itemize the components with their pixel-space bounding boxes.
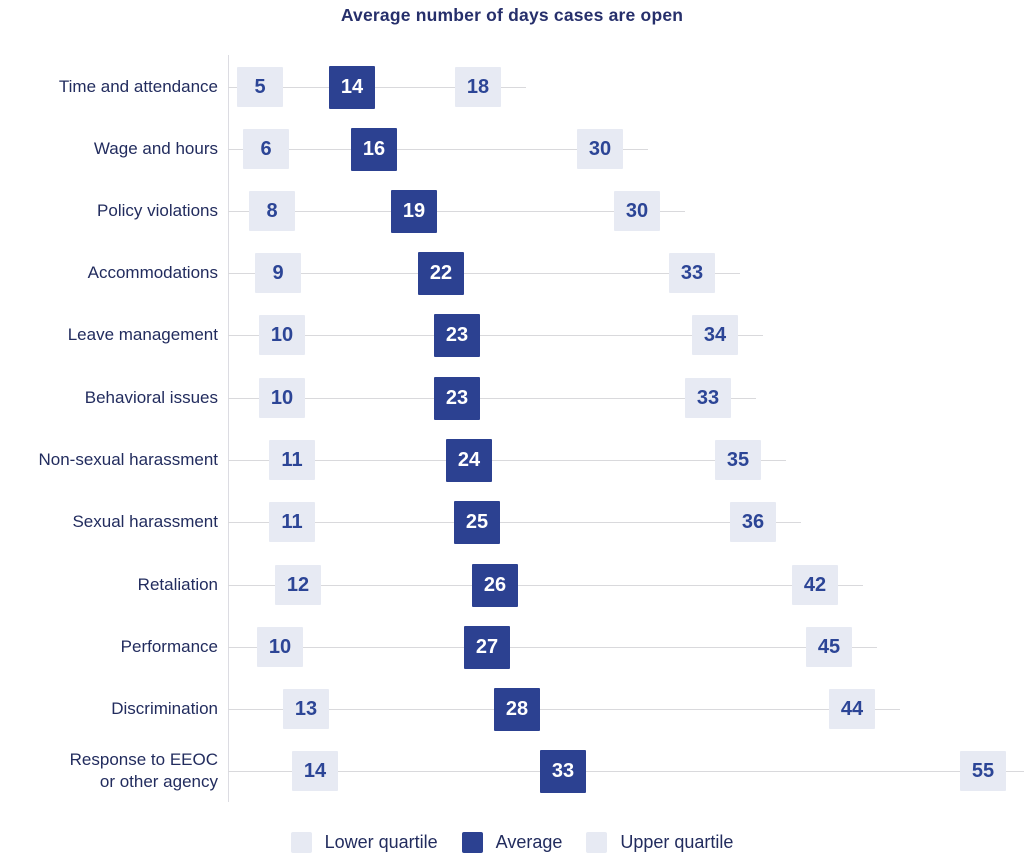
- row-grid-line: [228, 460, 786, 461]
- average-box: 33: [540, 749, 586, 793]
- category-label: Sexual harassment: [0, 511, 218, 533]
- upper-quartile-box: 34: [692, 315, 738, 355]
- average-box: 23: [434, 376, 480, 420]
- y-axis-line: [228, 55, 229, 802]
- upper-quartile-box: 33: [669, 253, 715, 293]
- category-label-line: Accommodations: [87, 263, 218, 282]
- category-label-line: Retaliation: [137, 575, 218, 594]
- average-box: 16: [351, 127, 397, 171]
- category-label-line: Leave management: [67, 325, 218, 344]
- category-label-line: Time and attendance: [58, 77, 218, 96]
- row-grid-line: [228, 398, 756, 399]
- upper-quartile-box: 44: [829, 689, 875, 729]
- average-box: 14: [329, 65, 375, 109]
- category-label: Discrimination: [0, 698, 218, 720]
- row-grid-line: [228, 149, 648, 150]
- category-label: Non-sexual harassment: [0, 449, 218, 471]
- average-box: 19: [391, 189, 437, 233]
- category-label: Performance: [0, 636, 218, 658]
- row-grid-line: [228, 273, 740, 274]
- plot-area: Average number of days cases are open Ti…: [0, 5, 1024, 802]
- legend-swatch-average: [461, 832, 483, 853]
- category-label: Leave management: [0, 324, 218, 346]
- row-grid-line: [228, 335, 763, 336]
- row-grid-line: [228, 87, 526, 88]
- legend-swatch-quartile: [290, 832, 312, 853]
- upper-quartile-box: 30: [577, 129, 623, 169]
- lower-quartile-box: 10: [257, 627, 303, 667]
- lower-quartile-box: 5: [237, 67, 283, 107]
- lower-quartile-box: 11: [269, 502, 315, 542]
- average-box: 22: [418, 251, 464, 295]
- category-label-line: Discrimination: [111, 699, 218, 718]
- category-label: Response to EEOC or other agency: [0, 749, 218, 793]
- upper-quartile-box: 30: [614, 191, 660, 231]
- average-box: 27: [464, 625, 510, 669]
- category-label-line: Policy violations: [97, 201, 218, 220]
- category-label: Accommodations: [0, 262, 218, 284]
- category-label: Wage and hours: [0, 138, 218, 160]
- category-label: Behavioral issues: [0, 387, 218, 409]
- upper-quartile-box: 18: [455, 67, 501, 107]
- chart-title: Average number of days cases are open: [340, 5, 684, 25]
- legend-item: Upper quartile: [586, 832, 733, 853]
- legend-item: Lower quartile: [290, 832, 438, 853]
- upper-quartile-box: 33: [685, 378, 731, 418]
- legend-swatch-quartile: [586, 832, 608, 853]
- legend-label: Lower quartile: [324, 832, 438, 852]
- lower-quartile-box: 6: [243, 129, 289, 169]
- average-box: 28: [494, 687, 540, 731]
- category-label: Retaliation: [0, 574, 218, 596]
- legend: Lower quartile Average Upper quartile: [0, 832, 1024, 853]
- row-grid-line: [228, 709, 900, 710]
- upper-quartile-box: 45: [806, 627, 852, 667]
- upper-quartile-box: 55: [960, 751, 1006, 791]
- upper-quartile-box: 35: [715, 440, 761, 480]
- category-label-line: Behavioral issues: [84, 388, 218, 407]
- average-box: 24: [446, 438, 492, 482]
- category-label: Policy violations: [0, 200, 218, 222]
- lower-quartile-box: 10: [259, 378, 305, 418]
- row-grid-line: [228, 585, 863, 586]
- lower-quartile-box: 14: [292, 751, 338, 791]
- row-grid-line: [228, 771, 1024, 772]
- category-label-line: Non-sexual harassment: [38, 450, 218, 469]
- average-box: 25: [454, 500, 500, 544]
- lower-quartile-box: 10: [259, 315, 305, 355]
- row-grid-line: [228, 522, 801, 523]
- lower-quartile-box: 12: [275, 565, 321, 605]
- lower-quartile-box: 8: [249, 191, 295, 231]
- category-label-line: Sexual harassment: [72, 512, 218, 531]
- row-grid-line: [228, 211, 685, 212]
- lower-quartile-box: 13: [283, 689, 329, 729]
- lower-quartile-box: 11: [269, 440, 315, 480]
- category-label-line: Performance: [120, 637, 218, 656]
- legend-label: Upper quartile: [620, 832, 734, 852]
- row-grid-line: [228, 647, 877, 648]
- average-box: 23: [434, 313, 480, 357]
- category-label-line: Wage and hours: [93, 139, 218, 158]
- upper-quartile-box: 36: [730, 502, 776, 542]
- lower-quartile-box: 9: [255, 253, 301, 293]
- category-label: Time and attendance: [0, 76, 218, 98]
- upper-quartile-box: 42: [792, 565, 838, 605]
- category-label-line: Response to EEOC: [69, 750, 218, 769]
- average-box: 26: [472, 563, 518, 607]
- legend-label: Average: [495, 832, 563, 852]
- category-label-line: or other agency: [99, 771, 218, 791]
- legend-item: Average: [461, 832, 563, 853]
